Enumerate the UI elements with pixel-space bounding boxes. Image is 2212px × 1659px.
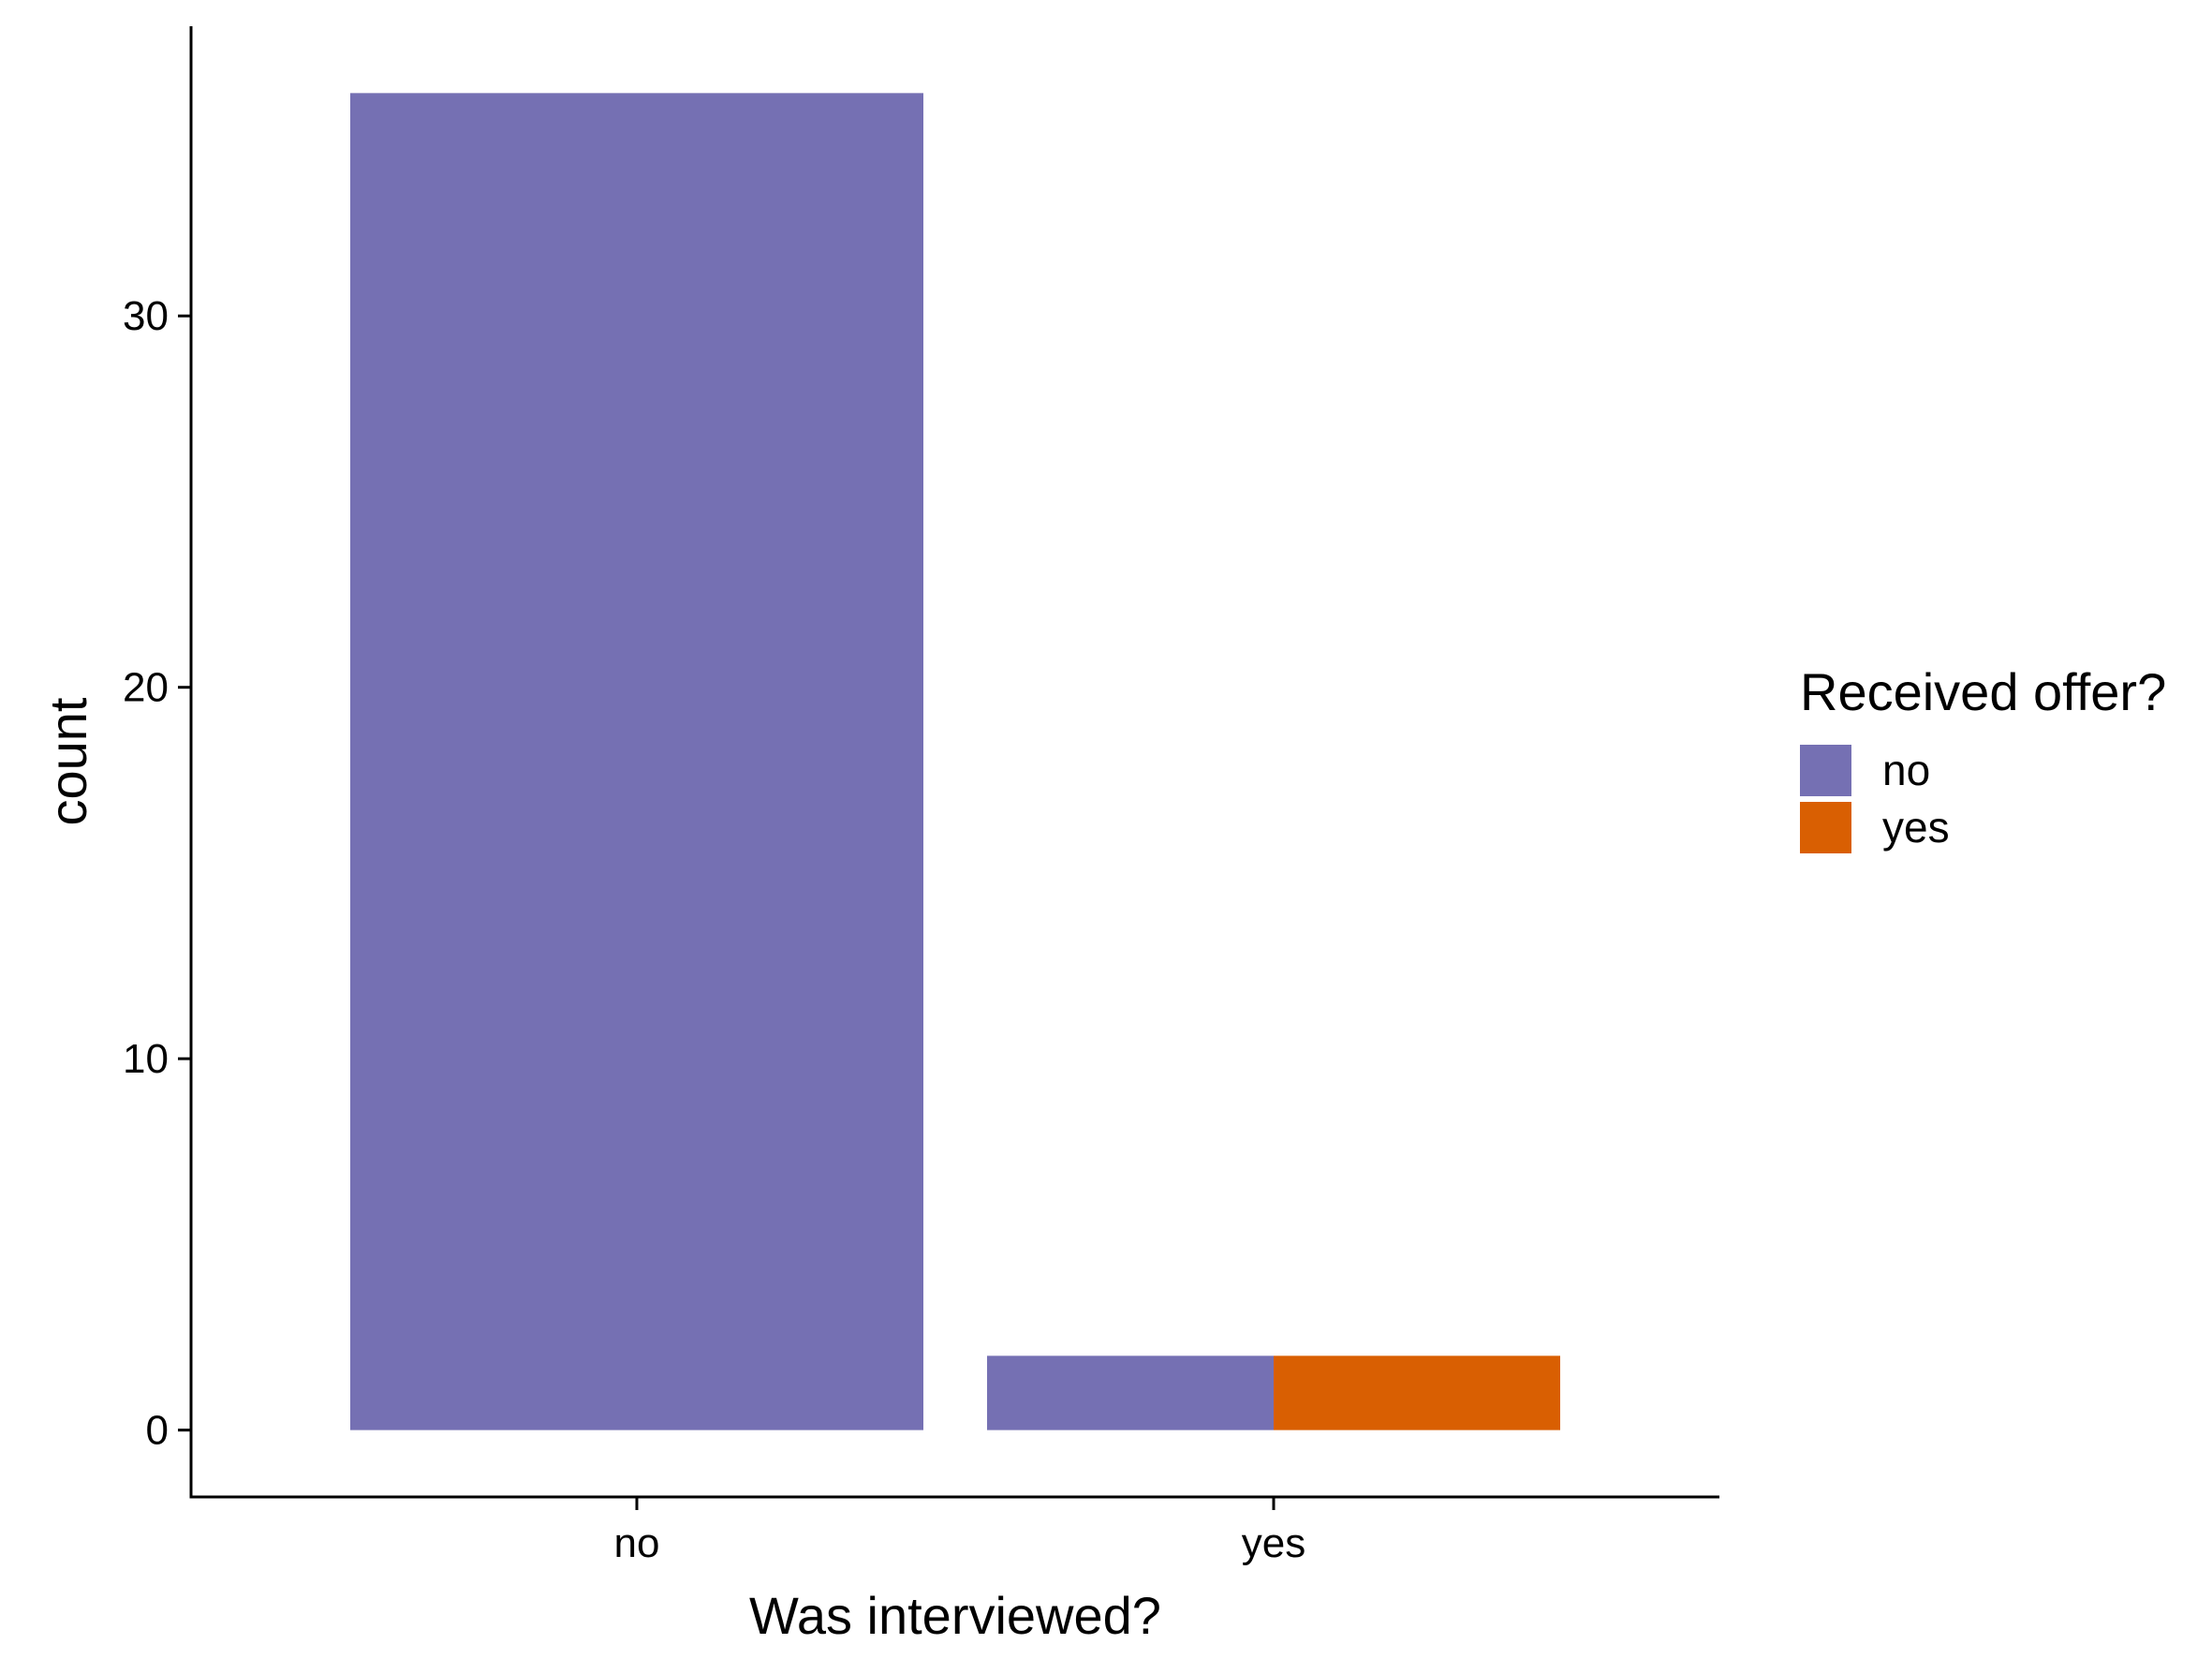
y-tick-label: 30: [123, 293, 169, 339]
x-axis-ticks: no yes: [614, 1497, 1305, 1566]
bars-layer: [350, 93, 1560, 1430]
legend-swatch-no: [1800, 745, 1851, 796]
x-axis-title: Was interviewed?: [749, 1586, 1161, 1645]
bar-no-offer-no: [350, 93, 923, 1430]
x-tick-label: yes: [1242, 1520, 1305, 1566]
bar-yes-offer-no: [987, 1355, 1274, 1430]
x-tick-label: no: [614, 1520, 660, 1566]
legend-label-yes: yes: [1882, 803, 1950, 852]
legend-swatch-yes: [1800, 802, 1851, 853]
y-axis-title: count: [38, 697, 97, 825]
legend: Received offer? no yes: [1800, 662, 2166, 853]
bar-yes-offer-yes: [1274, 1355, 1560, 1430]
y-tick-label: 20: [123, 665, 169, 711]
legend-title: Received offer?: [1800, 662, 2166, 721]
legend-items: no yes: [1800, 745, 1950, 853]
y-axis-ticks: 0 10 20 30: [123, 293, 191, 1454]
legend-label-no: no: [1882, 746, 1930, 794]
y-tick-label: 0: [146, 1408, 169, 1454]
y-tick-label: 10: [123, 1036, 169, 1082]
